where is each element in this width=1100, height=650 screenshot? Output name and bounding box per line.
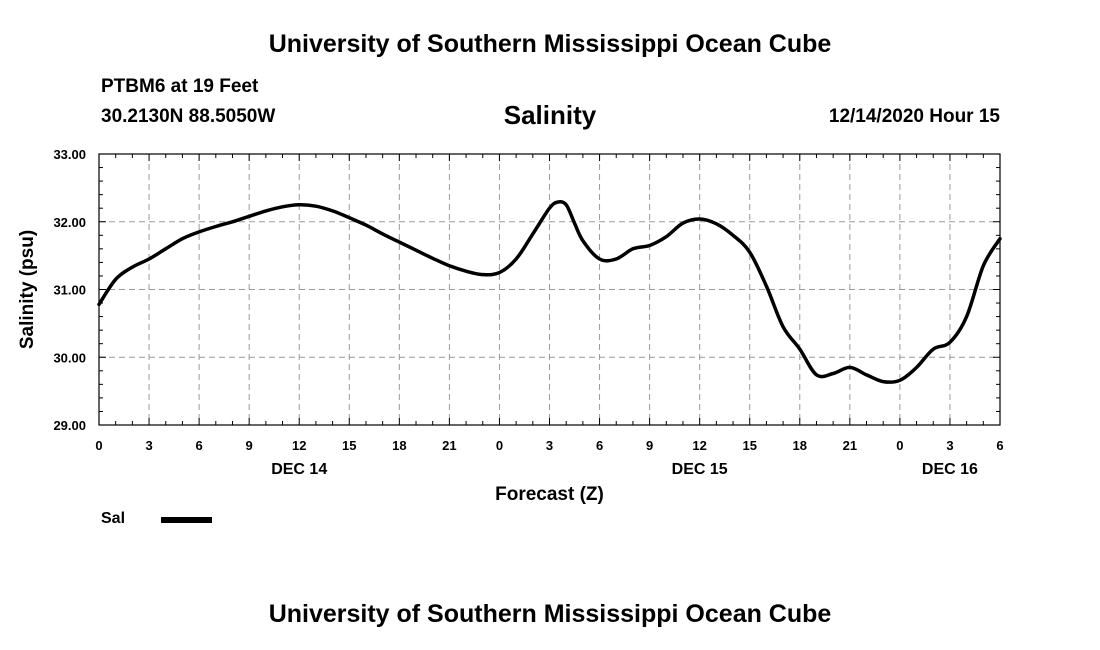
plot-frame [98,153,1001,426]
x-tick-label: 18 [793,438,807,453]
datetime-label: 12/14/2020 Hour 15 [828,106,1000,127]
x-tick-label: 15 [742,438,756,453]
x-tick-label: 12 [692,438,706,453]
x-tick-label: 3 [946,438,953,453]
x-tick-label: 18 [392,438,406,453]
x-axis-title: Forecast (Z) [495,484,604,505]
x-tick-label: 12 [292,438,306,453]
legend-label: Sal [101,510,126,527]
day-label: DEC 16 [922,461,978,478]
y-axis-title: Salinity (psu) [17,230,38,349]
footer-title: University of Southern Mississippi Ocean… [268,600,832,628]
station-label: PTBM6 at 19 Feet [101,76,259,97]
y-tick-label: 31.00 [53,283,86,298]
y-tick-label: 32.00 [53,215,86,230]
series-line-sal [97,200,1002,384]
chart-title: Salinity [503,100,597,130]
x-tick-label: 3 [145,438,152,453]
x-tick-label: 6 [996,438,1003,453]
x-tick-label: 0 [496,438,503,453]
day-label: DEC 14 [271,461,327,478]
y-tick-label: 29.00 [53,418,86,433]
x-tick-label: 21 [442,438,456,453]
x-tick-label: 21 [843,438,857,453]
main-title: University of Southern Mississippi Ocean… [268,30,832,58]
x-tick-label: 3 [546,438,553,453]
x-tick-label: 9 [646,438,653,453]
y-tick-label: 30.00 [53,350,86,365]
y-tick-label: 33.00 [53,147,86,162]
x-tick-label: 6 [596,438,603,453]
x-tick-label: 6 [195,438,202,453]
coordinates-label: 30.2130N 88.5050W [101,106,276,127]
x-tick-label: 9 [246,438,253,453]
x-tick-label: 0 [95,438,102,453]
x-tick-label: 15 [342,438,356,453]
legend-swatch [161,517,212,523]
day-label: DEC 15 [672,461,728,478]
x-tick-label: 0 [896,438,903,453]
